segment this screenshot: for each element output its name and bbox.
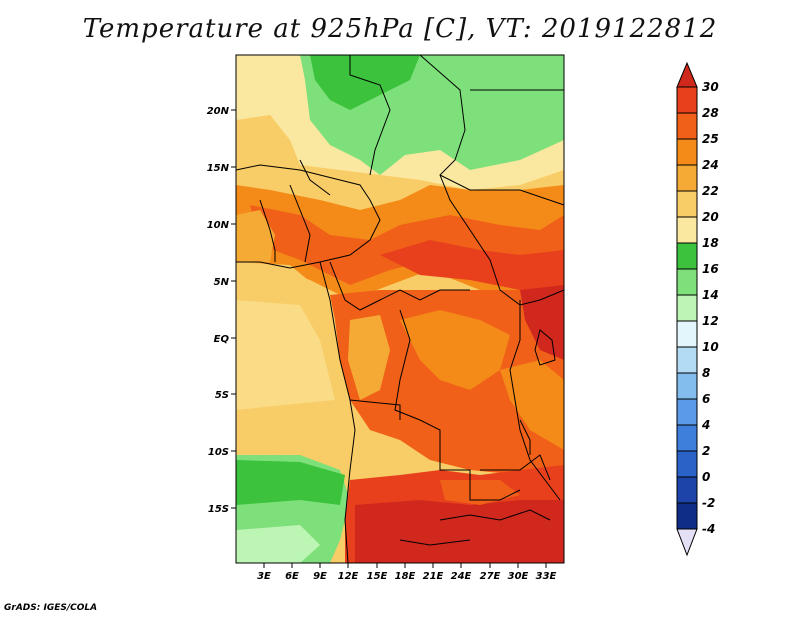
- lat-ticks: [231, 109, 236, 509]
- colorbar-swatch: [676, 242, 698, 270]
- colorbar-label: 4: [701, 418, 710, 432]
- colorbar-label: 10: [702, 340, 719, 354]
- colorbar-label: 2: [702, 444, 710, 458]
- lat-label: 15N: [207, 163, 230, 174]
- lon-label: 9E: [313, 571, 327, 582]
- lat-label: EQ: [214, 334, 230, 345]
- colorbar-label: 12: [702, 314, 719, 328]
- lon-label: 6E: [285, 571, 299, 582]
- lon-label: 3E: [257, 571, 271, 582]
- colorbar-label: 0: [702, 470, 710, 484]
- colorbar-label: 22: [702, 184, 719, 198]
- lat-label: 5S: [215, 390, 229, 401]
- grads-credit: GrADS: IGES/COLA: [4, 603, 98, 613]
- colorbar-swatch: [676, 476, 698, 504]
- lon-label: 33E: [536, 571, 557, 582]
- colorbar-label: 8: [702, 366, 710, 380]
- colorbar-swatch: [676, 424, 698, 452]
- colorbar-labels: 30 28 25 24 22 20 18 16 14 12 10 8 6 4 2…: [701, 80, 719, 536]
- colorbar-label: 28: [702, 106, 719, 120]
- colorbar-label: 25: [702, 132, 719, 146]
- lon-ticks: [263, 563, 547, 568]
- colorbar-swatch: [676, 398, 698, 426]
- colorbar-label: 18: [702, 236, 719, 250]
- colorbar-label: 14: [702, 288, 719, 302]
- colorbar-label: 20: [702, 210, 719, 224]
- colorbar-label: 6: [702, 392, 710, 406]
- colorbar-swatch: [676, 86, 698, 114]
- colorbar-label: 24: [702, 158, 719, 172]
- lat-label: 5N: [214, 277, 230, 288]
- lon-label: 27E: [480, 571, 501, 582]
- colorbar-swatch: [676, 190, 698, 218]
- border-lines: [235, 54, 565, 564]
- lon-label: 30E: [508, 571, 529, 582]
- lon-label: 15E: [367, 571, 388, 582]
- colorbar-swatch: [676, 372, 698, 400]
- colorbar-swatch: [676, 502, 698, 530]
- map-frame: [235, 54, 565, 564]
- colorbar-label: 30: [702, 80, 719, 94]
- colorbar-swatch: [676, 294, 698, 322]
- colorbar-swatch: [676, 112, 698, 140]
- lat-label: 15S: [208, 504, 229, 515]
- colorbar-swatch: [676, 268, 698, 296]
- lat-labels: 20N 15N 10N 5N EQ 5S 10S 15S: [207, 106, 230, 515]
- lon-label: 24E: [451, 571, 472, 582]
- colorbar-swatch: [676, 216, 698, 244]
- lon-labels: 3E 6E 9E 12E 15E 18E 21E 24E 27E 30E 33E: [257, 571, 556, 582]
- lat-label: 20N: [207, 106, 230, 117]
- lon-label: 18E: [395, 571, 416, 582]
- map-title: Temperature at 925hPa [C], VT: 201912281…: [82, 14, 718, 44]
- colorbar-label: -2: [702, 496, 715, 510]
- colorbar-under-arrow: [676, 528, 698, 557]
- colorbar-label: -4: [702, 522, 715, 536]
- lon-label: 21E: [423, 571, 444, 582]
- colorbar-swatch: [676, 164, 698, 192]
- colorbar-swatch: [676, 346, 698, 374]
- colorbar-label: 16: [702, 262, 719, 276]
- colorbar-over-arrow: [676, 61, 698, 88]
- colorbar-swatch: [676, 138, 698, 166]
- lat-label: 10N: [207, 220, 230, 231]
- colorbar-swatch: [676, 320, 698, 348]
- temperature-field: [236, 55, 564, 563]
- lat-label: 10S: [208, 447, 229, 458]
- lon-label: 12E: [338, 571, 359, 582]
- colorbar: [676, 61, 698, 557]
- colorbar-swatch: [676, 450, 698, 478]
